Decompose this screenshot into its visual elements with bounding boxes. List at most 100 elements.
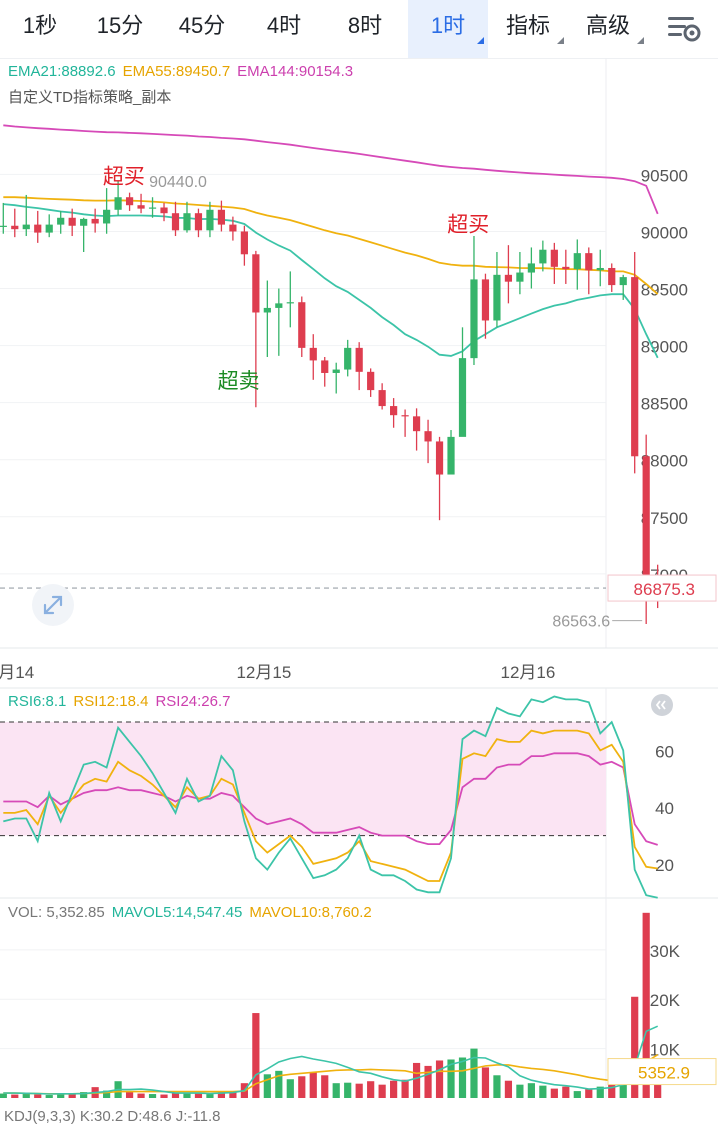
volume-bar bbox=[458, 1057, 467, 1098]
ema55-legend: EMA55:89450.7 bbox=[122, 63, 231, 80]
candle-body bbox=[137, 205, 145, 209]
candle-body bbox=[378, 390, 386, 407]
tab-4[interactable]: 8时 bbox=[324, 0, 406, 58]
price-tick-label: 88000 bbox=[641, 452, 688, 471]
volume-bar bbox=[275, 1070, 283, 1098]
date-tick-label: 12月16 bbox=[501, 663, 556, 682]
volume-bar bbox=[631, 996, 639, 1098]
volume-bar bbox=[619, 1078, 627, 1098]
chart-settings-icon[interactable] bbox=[664, 10, 704, 46]
volume-bar bbox=[562, 1086, 570, 1098]
volume-bar bbox=[148, 1094, 157, 1098]
candle-body bbox=[80, 218, 88, 226]
candle-body bbox=[367, 371, 375, 391]
vol-tick-label: 30K bbox=[650, 942, 681, 961]
candle-body bbox=[148, 207, 157, 209]
volume-bar bbox=[321, 1075, 329, 1098]
volume-bar bbox=[160, 1094, 168, 1098]
candle-body bbox=[539, 249, 547, 264]
tab-0[interactable]: 1秒 bbox=[0, 0, 80, 58]
dropdown-indicator-icon bbox=[477, 37, 484, 44]
candle-body bbox=[631, 277, 639, 457]
candle-body bbox=[435, 441, 444, 475]
candle-body bbox=[619, 277, 627, 286]
candle-body bbox=[642, 456, 650, 586]
price-tick-label: 89000 bbox=[641, 338, 688, 357]
tab-3[interactable]: 4时 bbox=[244, 0, 324, 58]
candle-body bbox=[229, 224, 237, 232]
volume-bar bbox=[57, 1093, 65, 1098]
candle-body bbox=[34, 224, 42, 233]
candle-body bbox=[309, 347, 317, 361]
volume-bar bbox=[355, 1083, 363, 1098]
timeframe-toolbar: 1秒 15分 45分 4时 8时 1时 指标 高级 bbox=[0, 0, 718, 59]
candle-body bbox=[332, 369, 340, 373]
tab-label: 8时 bbox=[347, 13, 383, 38]
current-price-tag: 86875.3 bbox=[634, 580, 695, 599]
volume-bar bbox=[585, 1089, 593, 1098]
ema144-line bbox=[3, 124, 659, 215]
volume-bar bbox=[137, 1093, 145, 1098]
volume-bar bbox=[481, 1067, 490, 1098]
volume-bar bbox=[470, 1048, 478, 1098]
mavol10-line bbox=[3, 1054, 659, 1095]
tab-5[interactable]: 1时 bbox=[408, 0, 488, 58]
vol-current-tag-bg bbox=[607, 1058, 717, 1086]
high-price-marker: 90440.0 bbox=[149, 174, 207, 191]
rsi12-legend: RSI12:18.4 bbox=[73, 693, 149, 710]
expand-arrows-icon[interactable] bbox=[32, 584, 74, 626]
volume-bar bbox=[125, 1092, 134, 1098]
chart-area[interactable]: 9050090000895008900088500880008750087000… bbox=[0, 58, 718, 1118]
candle-body bbox=[183, 213, 191, 231]
tab-6[interactable]: 指标 bbox=[488, 0, 568, 58]
tab-1[interactable]: 15分 bbox=[80, 0, 160, 58]
tab-7[interactable]: 高级 bbox=[568, 0, 648, 58]
volume-bar bbox=[596, 1086, 604, 1098]
volume-bar bbox=[642, 912, 650, 1098]
candle-body bbox=[321, 360, 329, 373]
candle-body bbox=[493, 274, 501, 321]
signal-label-overbought: 超买 bbox=[103, 166, 145, 189]
price-tick-label: 87500 bbox=[641, 509, 688, 528]
volume-bar bbox=[527, 1083, 535, 1098]
collapse-icon[interactable] bbox=[651, 694, 673, 716]
tab-label: 45分 bbox=[178, 13, 226, 38]
candle-body bbox=[527, 263, 535, 273]
candle-body bbox=[252, 254, 260, 313]
candle-body bbox=[298, 302, 306, 348]
candle-body bbox=[206, 209, 214, 231]
candle-body bbox=[516, 272, 524, 282]
volume-bar bbox=[309, 1072, 317, 1098]
candle-body bbox=[424, 431, 432, 442]
candle-body bbox=[504, 274, 513, 282]
rsi24-line bbox=[3, 752, 658, 846]
volume-bar bbox=[194, 1093, 203, 1098]
rsi-tick-label: 40 bbox=[655, 799, 674, 818]
volume-bar bbox=[298, 1076, 306, 1098]
candle-body bbox=[91, 218, 99, 224]
rsi-tick-label: 20 bbox=[655, 856, 674, 875]
volume-bar bbox=[390, 1080, 398, 1098]
candle-body bbox=[390, 406, 398, 416]
mavol5-line bbox=[3, 1025, 659, 1095]
volume-bar bbox=[550, 1088, 558, 1098]
candle-body bbox=[286, 302, 294, 304]
volume-bar bbox=[252, 1013, 260, 1098]
strategy-legend: 自定义TD指标策略_副本 bbox=[8, 89, 172, 106]
volume-bar bbox=[493, 1075, 501, 1098]
candle-body bbox=[596, 267, 604, 271]
tab-2[interactable]: 45分 bbox=[160, 0, 244, 58]
candle-body bbox=[344, 347, 352, 370]
candle-body bbox=[458, 358, 467, 437]
volume-bar bbox=[229, 1091, 237, 1098]
volume-bar bbox=[504, 1080, 513, 1098]
candle-body bbox=[103, 209, 111, 224]
candle-body bbox=[447, 436, 455, 475]
volume-bar bbox=[573, 1091, 581, 1098]
rsi12-line bbox=[3, 729, 658, 882]
candle-body bbox=[125, 197, 134, 206]
volume-bar bbox=[516, 1084, 524, 1098]
candle-body bbox=[412, 416, 421, 432]
candle-body bbox=[194, 213, 203, 231]
candle-body bbox=[608, 267, 616, 286]
